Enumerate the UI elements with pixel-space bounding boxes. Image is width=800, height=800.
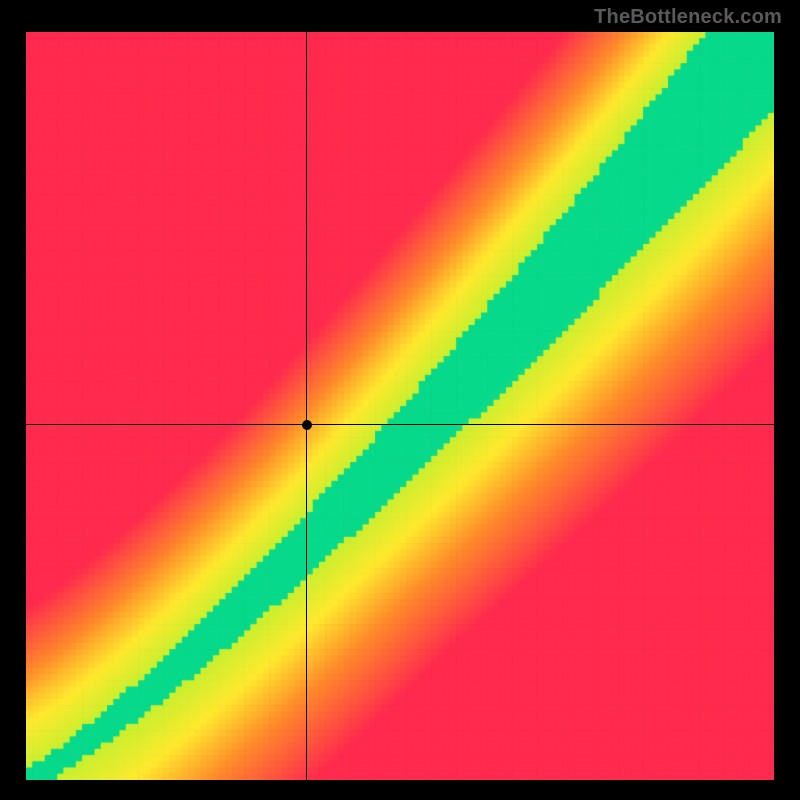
selection-marker — [302, 420, 312, 430]
crosshair-horizontal — [0, 424, 800, 425]
bottleneck-heatmap — [26, 32, 774, 780]
watermark-text: TheBottleneck.com — [594, 6, 782, 29]
crosshair-vertical — [306, 0, 307, 800]
chart-frame: TheBottleneck.com — [0, 0, 800, 800]
